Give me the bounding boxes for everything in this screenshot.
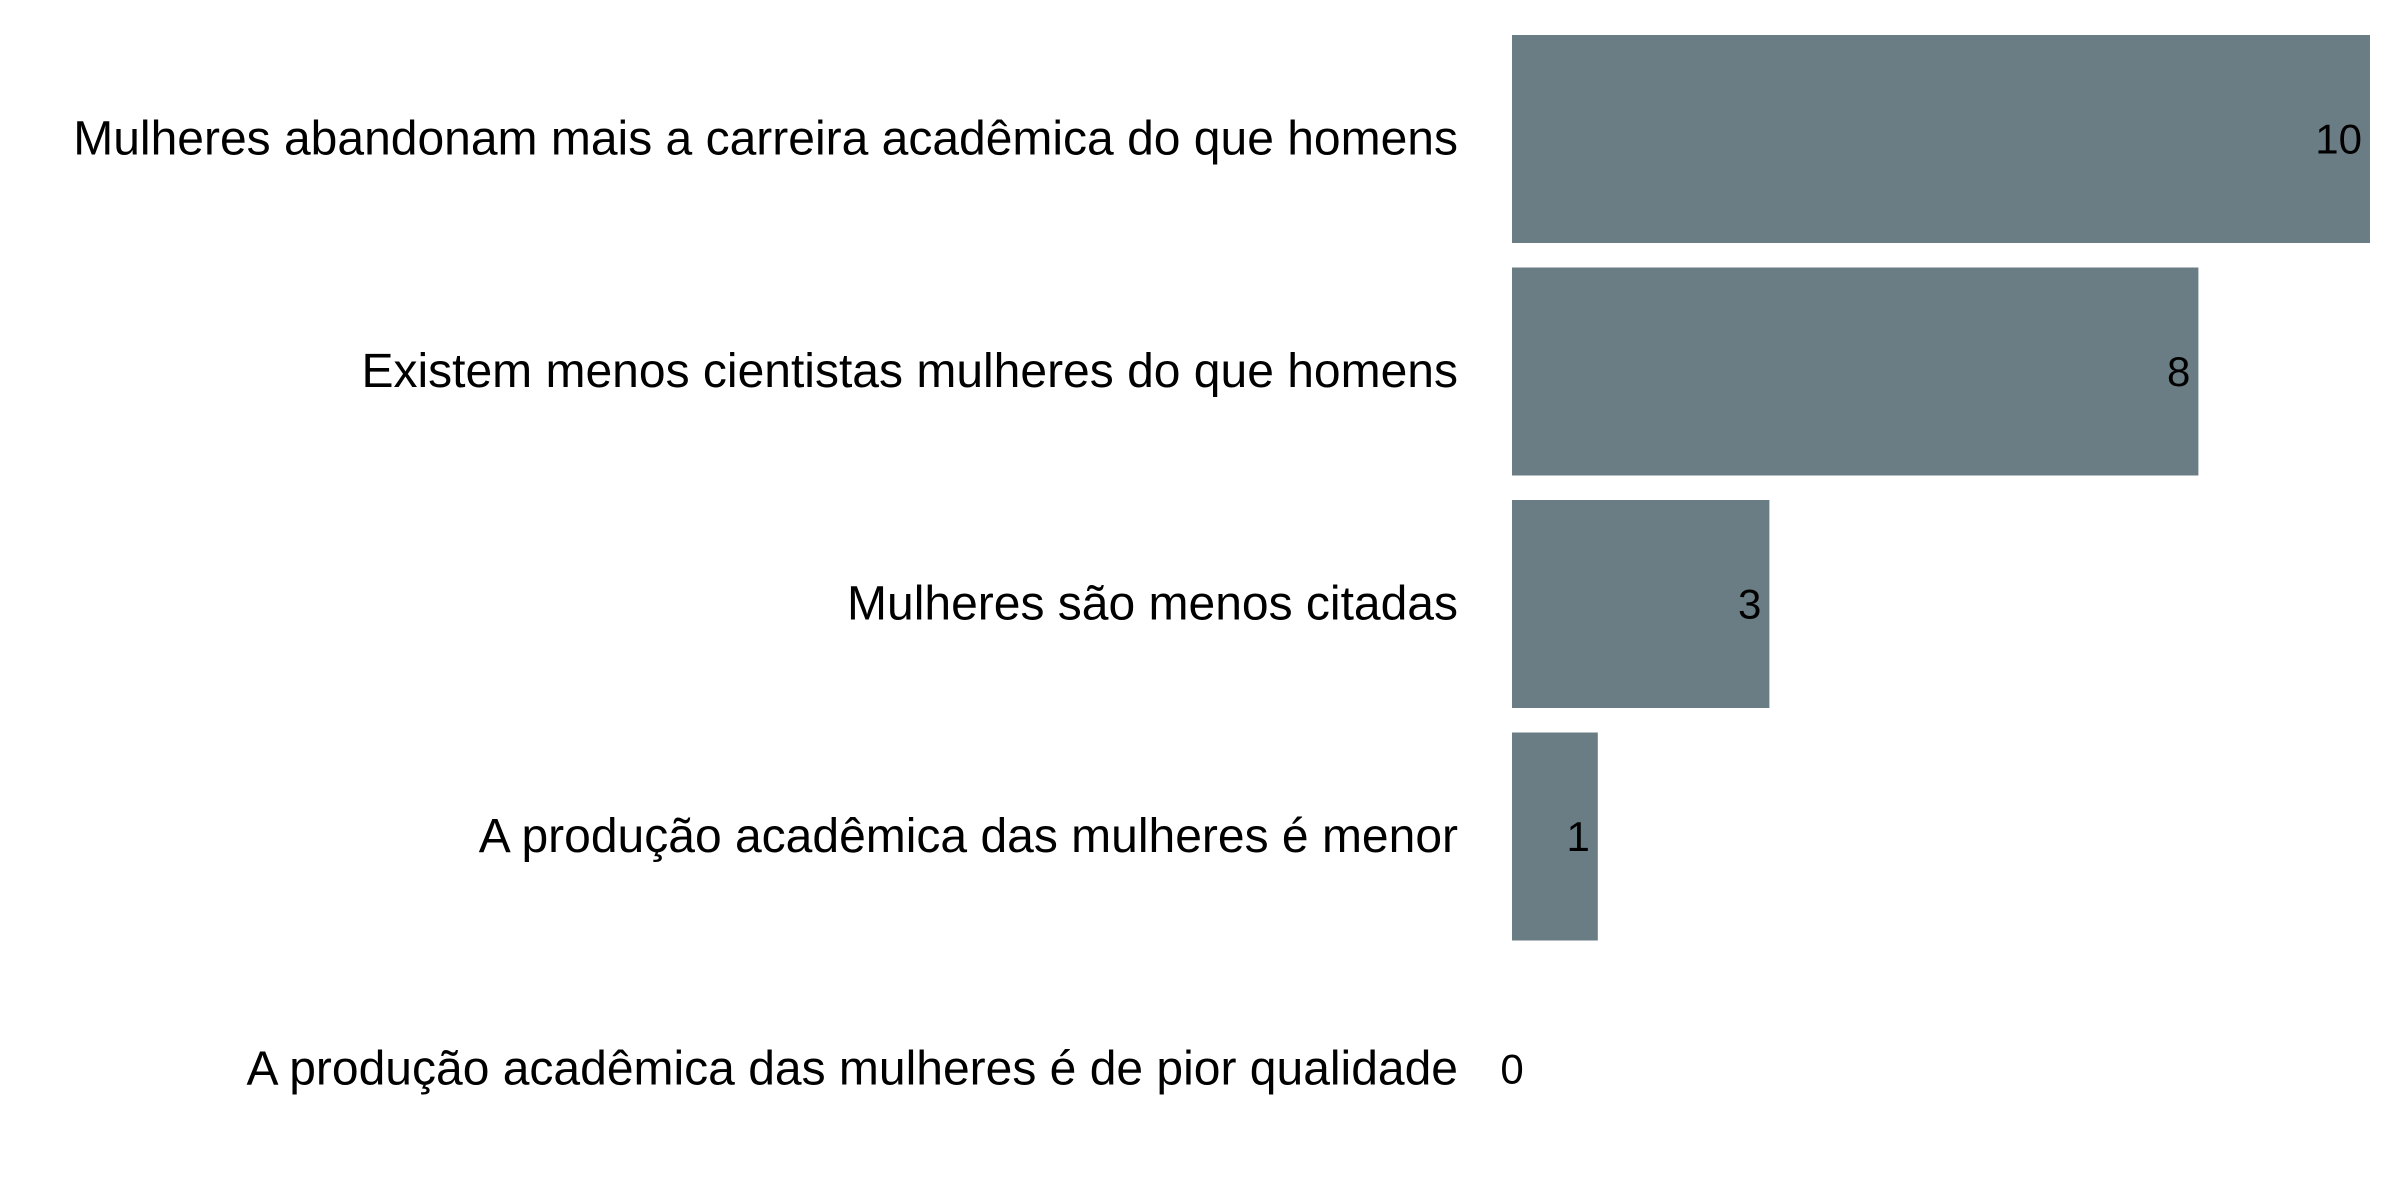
- bar-mulheres-abandonam-mais-a-carreira-academica-do-que-homens: [1512, 35, 2370, 243]
- category-label-existem-menos-cientistas-mulheres-do-que-homens: Existem menos cientistas mulheres do que…: [361, 345, 1458, 398]
- value-label-mulheres-abandonam-mais-a-carreira-academica-do-que-homens: 10: [2315, 116, 2362, 163]
- category-label-mulheres-abandonam-mais-a-carreira-academica-do-que-homens: Mulheres abandonam mais a carreira acadê…: [73, 113, 1458, 166]
- category-label-a-producao-academica-das-mulheres-e-de-pior-qualidade: A produção acadêmica das mulheres é de p…: [247, 1043, 1458, 1096]
- category-label-a-producao-academica-das-mulheres-e-menor: A produção acadêmica das mulheres é meno…: [479, 810, 1458, 863]
- value-label-existem-menos-cientistas-mulheres-do-que-homens: 8: [2167, 348, 2190, 395]
- category-labels-layer: Mulheres abandonam mais a carreira acadê…: [73, 113, 1458, 1096]
- value-label-a-producao-academica-das-mulheres-e-de-pior-qualidade: 0: [1500, 1046, 1523, 1093]
- bars-layer: [1512, 35, 2370, 941]
- value-label-a-producao-academica-das-mulheres-e-menor: 1: [1566, 813, 1589, 860]
- category-label-mulheres-sao-menos-citadas: Mulheres são menos citadas: [847, 578, 1458, 631]
- value-label-mulheres-sao-menos-citadas: 3: [1738, 581, 1761, 628]
- bar-existem-menos-cientistas-mulheres-do-que-homens: [1512, 267, 2199, 476]
- bar-a-producao-academica-das-mulheres-e-menor: [1512, 732, 1598, 941]
- bar-mulheres-sao-menos-citadas: [1512, 500, 1770, 708]
